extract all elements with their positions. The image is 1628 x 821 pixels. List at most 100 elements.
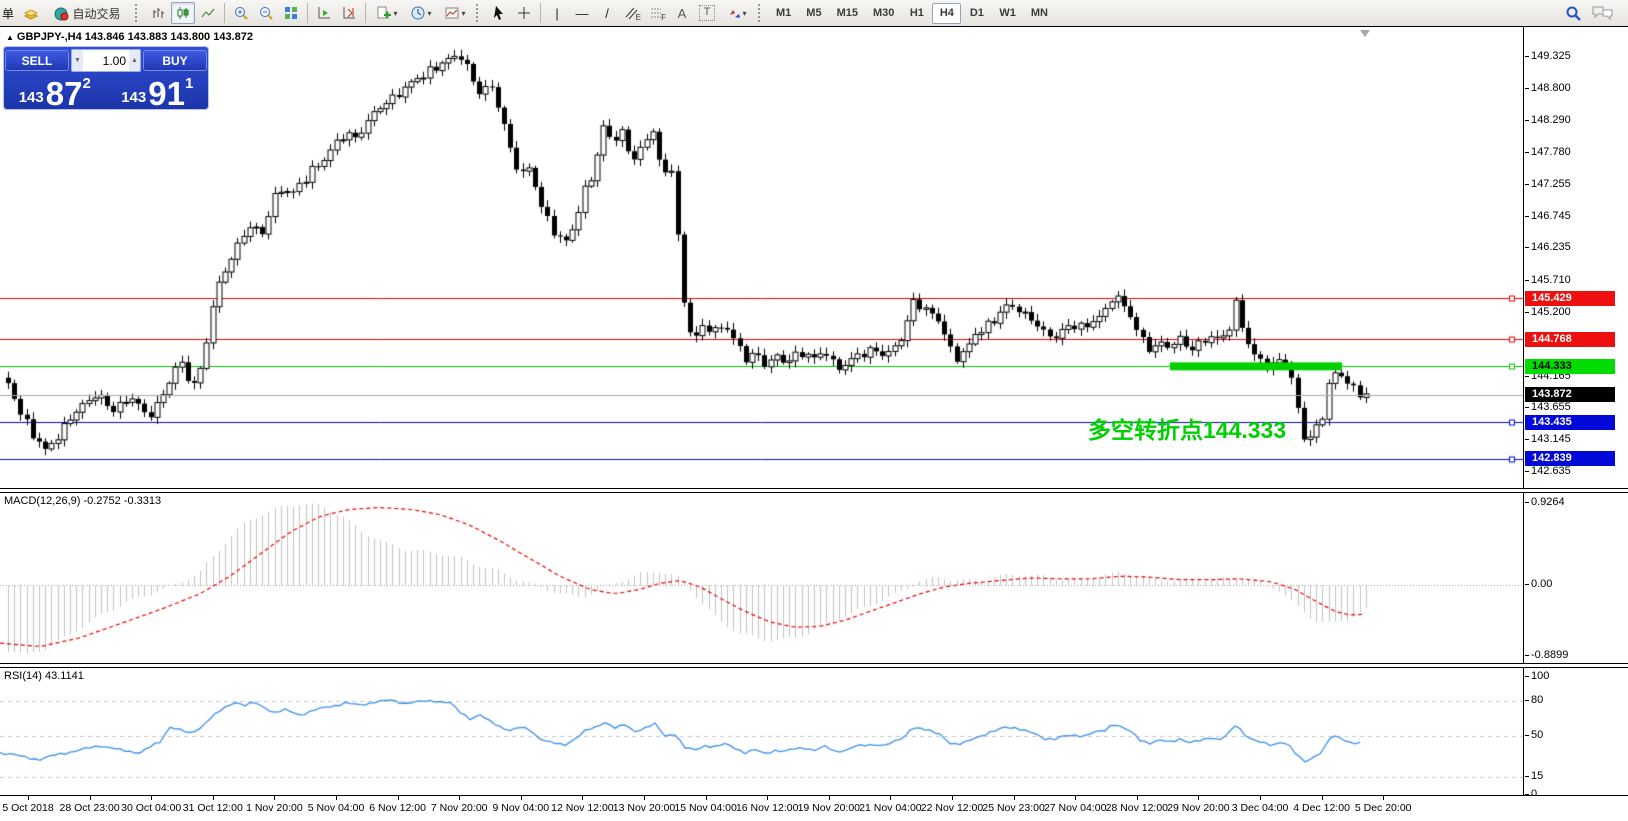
search-icon[interactable] [1565, 5, 1582, 22]
price-axis[interactable]: 149.325 148.800 148.290 147.780 147.255 146.7… [1523, 27, 1628, 821]
zoom-in-button[interactable] [229, 2, 253, 24]
time-tick-label: 29 Nov 20:00 [1167, 802, 1230, 814]
new-order-label[interactable]: 单 [2, 6, 15, 21]
cursor-button[interactable] [487, 2, 511, 24]
time-tick [828, 796, 830, 800]
buy-button[interactable]: BUY [143, 50, 207, 71]
trendline-tool[interactable]: / [595, 2, 619, 24]
time-tick [336, 796, 337, 800]
sell-price-point: 2 [82, 75, 91, 92]
time-tick [151, 796, 153, 800]
buy-price-pips: 91 [148, 74, 185, 112]
zoom-out-button[interactable] [254, 2, 278, 24]
macd-canvas[interactable] [0, 493, 1523, 663]
time-tick [705, 796, 707, 800]
price-tick-label: 146.235 [1525, 241, 1571, 254]
toolbar: 单 自动交易 [0, 0, 1628, 27]
timeframe-d1-button[interactable]: D1 [962, 3, 991, 24]
text-tool[interactable]: A [670, 2, 694, 24]
price-tick-label: 147.255 [1525, 178, 1571, 191]
channel-letter: E [635, 13, 642, 22]
time-tick [1075, 796, 1077, 800]
main-chart-canvas[interactable] [0, 28, 1523, 488]
vertical-line-icon: | [555, 5, 559, 21]
time-tick-label: 7 Nov 20:00 [430, 802, 488, 814]
time-tick-label: 25 Nov 23:00 [982, 802, 1045, 814]
buy-price[interactable]: 143 91 1 [108, 74, 208, 110]
rsi-canvas[interactable] [0, 668, 1523, 795]
sell-price-pips: 87 [45, 74, 83, 112]
chart-shift-icon [343, 7, 356, 19]
line-chart-button[interactable] [196, 2, 220, 24]
arrows-tool[interactable]: ▾ [720, 2, 753, 24]
collapse-arrow-icon[interactable]: ▲ [6, 33, 14, 42]
price-line-tag: 143.872 [1525, 387, 1615, 403]
text-label-tool[interactable]: T [695, 2, 719, 24]
timeframe-m15-button[interactable]: M15 [830, 3, 865, 24]
toolbar-grip[interactable] [476, 4, 482, 22]
horizontal-line-tool[interactable]: — [570, 2, 594, 24]
buy-price-point: 1 [184, 75, 194, 92]
toolbar-grip[interactable] [758, 4, 764, 22]
rsi-tick-label: 80 [1524, 693, 1544, 706]
chart-shift-marker-icon[interactable] [1360, 30, 1370, 37]
indicators-menu-button[interactable]: ▾ [370, 2, 403, 24]
time-tick-label: 16 Nov 12:00 [735, 802, 799, 814]
candlestick-icon [177, 7, 189, 19]
time-tick-label: 1 Nov 20:00 [246, 802, 303, 814]
timeframe-h4-button[interactable]: H4 [932, 2, 962, 24]
channel-tool[interactable]: E [620, 2, 644, 24]
arrows-icon [729, 10, 740, 18]
chart-text-annotation[interactable]: 多空转折点144.333 [1088, 417, 1287, 443]
chart-shift-button[interactable] [337, 2, 361, 24]
candlestick-chart-button[interactable] [171, 2, 196, 24]
auto-trading-button[interactable]: 自动交易 [48, 2, 126, 24]
templates-menu-button[interactable]: ▾ [438, 2, 471, 24]
time-tick [397, 796, 399, 800]
volume-input[interactable] [83, 50, 129, 71]
time-tick [1260, 796, 1261, 800]
auto-scroll-button[interactable] [312, 2, 336, 24]
timeframe-m1-button[interactable]: M1 [769, 3, 798, 24]
chevron-down-icon: ▾ [427, 8, 432, 18]
text-tool-label: A [677, 5, 687, 21]
tile-windows-button[interactable] [279, 2, 303, 24]
time-tick [952, 796, 953, 800]
market-watch-icon[interactable] [19, 2, 43, 24]
fibonacci-tool[interactable]: F [645, 2, 669, 24]
bar-chart-button[interactable] [146, 2, 170, 24]
vertical-line-tool[interactable]: | [545, 2, 569, 24]
chat-icon[interactable] [1592, 5, 1614, 21]
volume-increase-button[interactable]: ▲ [129, 50, 140, 71]
chevron-down-icon: ▾ [393, 8, 398, 18]
time-axis[interactable]: 5 Oct 2018 28 Oct 23:00 30 Oct 04:00 31 Oct… [0, 795, 1628, 821]
price-tick-label: 146.745 [1525, 209, 1571, 222]
crosshair-button[interactable] [512, 2, 536, 24]
timeframe-m5-button[interactable]: M5 [799, 3, 828, 24]
timeframe-w1-button[interactable]: W1 [992, 3, 1023, 24]
time-tick-label: 9 Nov 04:00 [492, 802, 550, 814]
volume-decrease-button[interactable]: ▼ [72, 50, 83, 71]
sell-button[interactable]: SELL [5, 50, 69, 71]
pane-splitter[interactable] [0, 488, 1628, 493]
time-tick-label: 22 Nov 12:00 [920, 802, 984, 814]
time-tick-label: 27 Nov 04:00 [1043, 802, 1107, 814]
cursor-icon [494, 6, 504, 20]
price-tick-label: 143.145 [1525, 432, 1571, 445]
zoom-out-icon [260, 7, 273, 20]
timeframe-m30-button[interactable]: M30 [866, 3, 901, 24]
volume-control: ▼ ▲ [71, 49, 141, 72]
timeframe-mn-button[interactable]: MN [1024, 3, 1055, 24]
time-tick-label: 31 Oct 12:00 [182, 802, 243, 814]
periods-menu-button[interactable]: ▾ [404, 2, 437, 24]
price-line-tag: 142.839 [1525, 451, 1615, 467]
pane-splitter[interactable] [0, 663, 1628, 668]
trendline-icon: / [605, 5, 609, 21]
time-tick [1198, 796, 1200, 800]
time-tick [582, 796, 584, 800]
timeframe-h1-button[interactable]: H1 [902, 3, 931, 24]
toolbar-grip[interactable] [135, 4, 141, 22]
sell-price[interactable]: 143 87 2 [5, 74, 105, 110]
time-tick-label: 28 Nov 12:00 [1105, 802, 1169, 814]
rsi-tick-label: 100 [1524, 670, 1550, 682]
